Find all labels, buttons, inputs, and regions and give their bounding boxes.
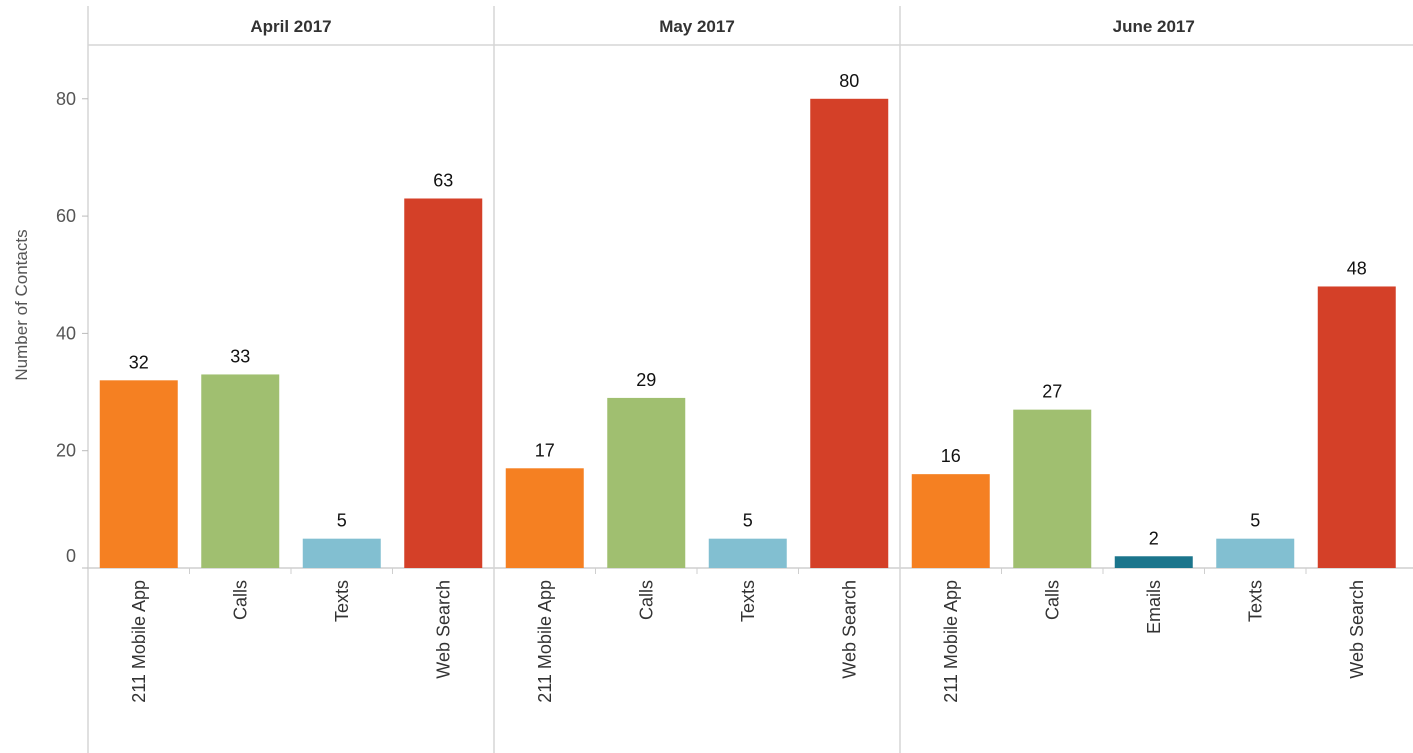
category-label: Texts bbox=[1245, 580, 1265, 622]
data-label: 5 bbox=[1250, 511, 1260, 531]
data-label: 33 bbox=[230, 346, 250, 366]
y-axis: 0 20 40 60 80 bbox=[56, 89, 88, 569]
y-tick-label: 80 bbox=[56, 89, 76, 109]
panel-header: June 2017 bbox=[1113, 17, 1195, 36]
y-tick-label: 40 bbox=[56, 323, 76, 343]
data-label: 80 bbox=[839, 71, 859, 91]
y-tick-label: 20 bbox=[56, 441, 76, 461]
bar bbox=[607, 397, 686, 568]
category-label: 211 Mobile App bbox=[535, 580, 555, 703]
bar bbox=[201, 374, 280, 568]
data-label: 32 bbox=[129, 352, 149, 372]
category-label: 211 Mobile App bbox=[941, 580, 961, 703]
bar bbox=[302, 538, 381, 568]
chart-frame bbox=[87, 6, 1413, 753]
y-tick-label: 60 bbox=[56, 206, 76, 226]
bar bbox=[99, 380, 178, 568]
bar bbox=[1216, 538, 1295, 568]
category-label: 211 Mobile App bbox=[129, 580, 149, 703]
data-label: 17 bbox=[535, 440, 555, 460]
category-label: Web Search bbox=[839, 580, 859, 679]
y-tick-label: 0 bbox=[66, 546, 76, 566]
data-label: 5 bbox=[337, 511, 347, 531]
panel: June 2017 16 211 Mobile App 27 Calls 2 Emails 5… bbox=[911, 17, 1396, 703]
bar bbox=[708, 538, 787, 568]
bar bbox=[911, 474, 990, 568]
category-label: Web Search bbox=[433, 580, 453, 679]
data-label: 5 bbox=[743, 511, 753, 531]
category-label: Calls bbox=[1042, 580, 1062, 620]
data-label: 48 bbox=[1347, 258, 1367, 278]
panel: April 2017 32 211 Mobile App 33 Calls 5 Texts 6… bbox=[99, 17, 483, 703]
category-label: Texts bbox=[738, 580, 758, 622]
bar bbox=[1013, 409, 1092, 568]
bar bbox=[404, 198, 483, 568]
panel-header: April 2017 bbox=[250, 17, 331, 36]
data-label: 29 bbox=[636, 370, 656, 390]
category-label: Texts bbox=[332, 580, 352, 622]
panels: April 2017 32 211 Mobile App 33 Calls 5 Texts 6… bbox=[99, 17, 1396, 703]
bar bbox=[1317, 286, 1396, 568]
category-label: Emails bbox=[1144, 580, 1164, 634]
category-label: Calls bbox=[230, 580, 250, 620]
data-label: 16 bbox=[941, 446, 961, 466]
bar bbox=[505, 468, 584, 568]
bar bbox=[810, 98, 889, 569]
data-label: 63 bbox=[433, 170, 453, 190]
panel: May 2017 17 211 Mobile App 29 Calls 5 Texts 80 W… bbox=[505, 17, 889, 703]
y-axis-title: Number of Contacts bbox=[12, 229, 31, 380]
panel-header: May 2017 bbox=[659, 17, 735, 36]
data-label: 27 bbox=[1042, 382, 1062, 402]
category-label: Web Search bbox=[1347, 580, 1367, 679]
bar bbox=[1114, 556, 1193, 568]
category-label: Calls bbox=[636, 580, 656, 620]
data-label: 2 bbox=[1149, 528, 1159, 548]
